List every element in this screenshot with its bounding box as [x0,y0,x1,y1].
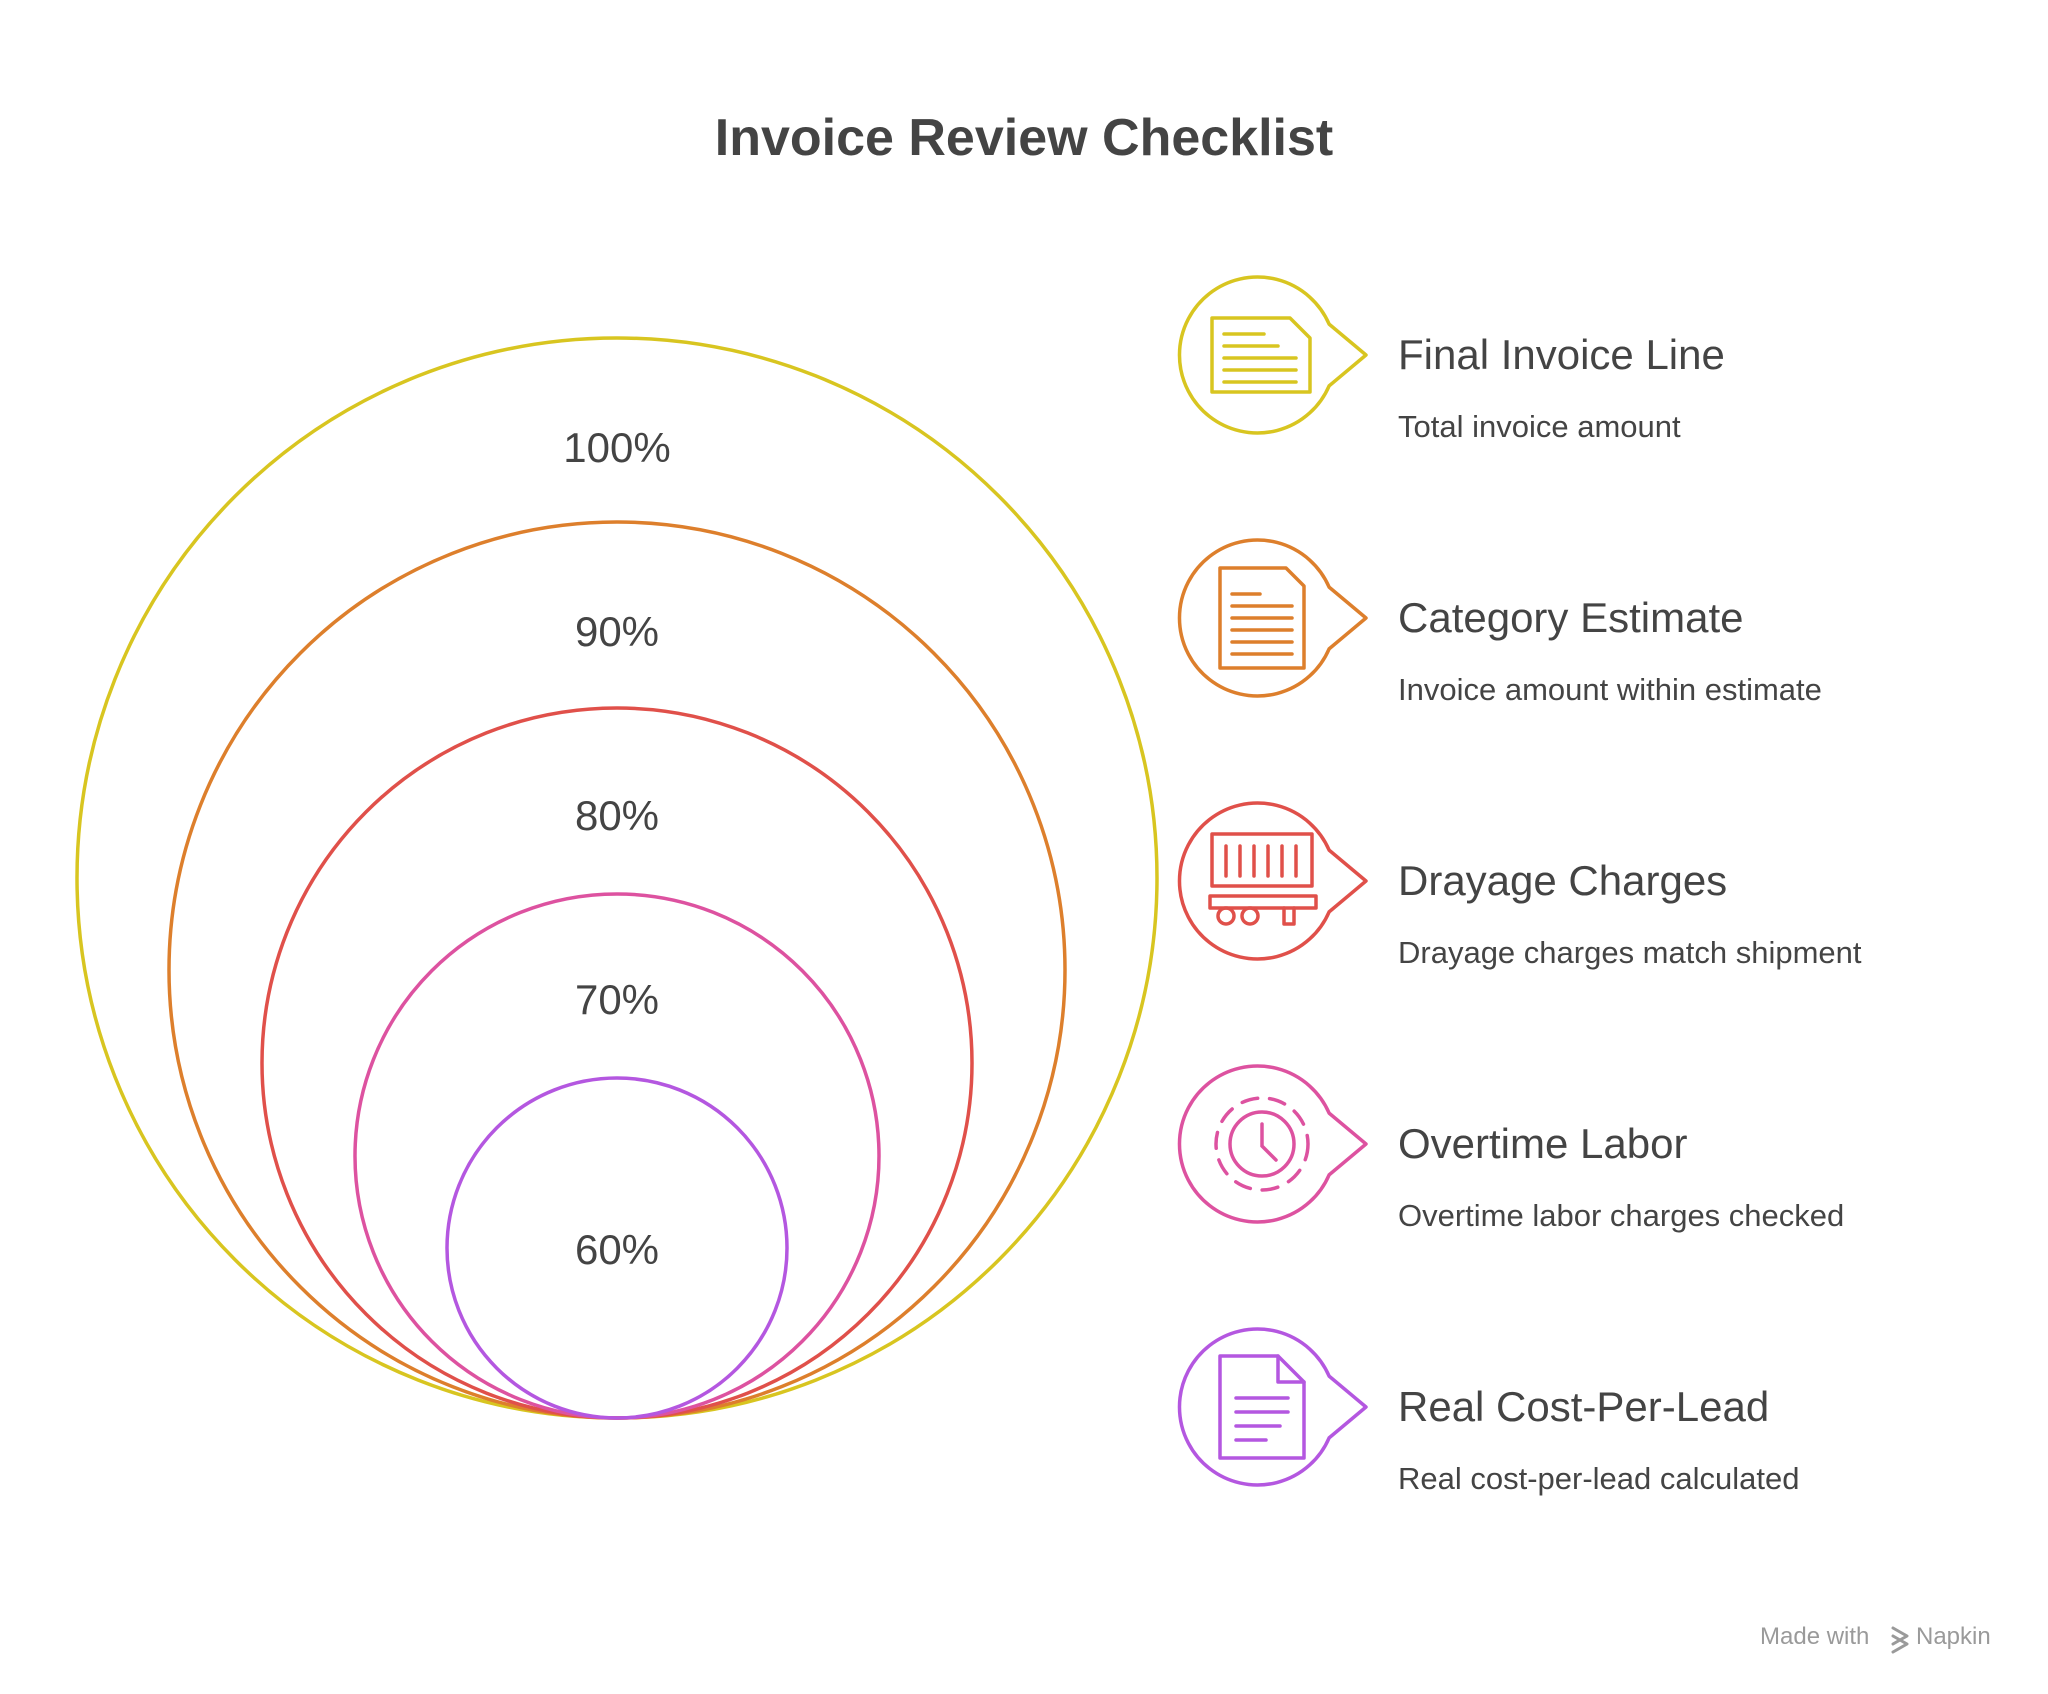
percent-label-1: 100% [563,424,670,471]
checklist-item-final-invoice-line: Final Invoice Line Total invoice amount [1177,275,1725,444]
item-description: Real cost-per-lead calculated [1398,1461,1800,1496]
page-title: Invoice Review Checklist [715,109,1334,167]
percent-label-2: 90% [575,608,659,655]
circle-level-5 [445,1076,789,1420]
item-badge [1177,275,1368,435]
percent-label-4: 70% [575,976,659,1023]
container-truck-icon [1208,832,1318,926]
made-with-napkin: Made with Napkin [1760,1623,1991,1654]
clock-icon [1214,1096,1310,1192]
percent-label-5: 60% [575,1226,659,1273]
checklist-item-overtime-labor: Overtime Labor Overtime labor charges ch… [1177,1064,1844,1233]
item-badge [1177,1327,1368,1487]
item-badge [1177,801,1368,961]
estimate-document-icon [1218,566,1306,670]
checklist-item-real-cost-per-lead: Real Cost-Per-Lead Real cost-per-lead ca… [1177,1327,1800,1496]
item-badge [1177,1064,1368,1224]
percent-labels: 100% 90% 80% 70% 60% [563,424,670,1273]
item-description: Invoice amount within estimate [1398,672,1822,707]
item-description: Overtime labor charges checked [1398,1198,1844,1233]
item-description: Drayage charges match shipment [1398,935,1862,970]
checklist-item-drayage-charges: Drayage Charges Drayage charges match sh… [1177,801,1862,970]
made-with-label: Made with [1760,1623,1869,1650]
item-title: Final Invoice Line [1398,331,1725,378]
item-title: Overtime Labor [1398,1120,1687,1167]
item-badge [1177,538,1368,698]
report-document-icon [1218,1354,1306,1460]
item-title: Real Cost-Per-Lead [1398,1383,1769,1430]
napkin-logo-icon [1891,1626,1909,1654]
circle-level-4 [353,892,881,1420]
item-description: Total invoice amount [1398,409,1681,444]
item-title: Drayage Charges [1398,857,1727,904]
circle-level-2 [167,520,1067,1420]
invoice-document-icon [1210,316,1312,394]
item-title: Category Estimate [1398,594,1743,641]
percent-label-3: 80% [575,792,659,839]
checklist-item-category-estimate: Category Estimate Invoice amount within … [1177,538,1822,707]
napkin-brand-label: Napkin [1916,1623,1991,1650]
nested-circles [75,336,1159,1420]
